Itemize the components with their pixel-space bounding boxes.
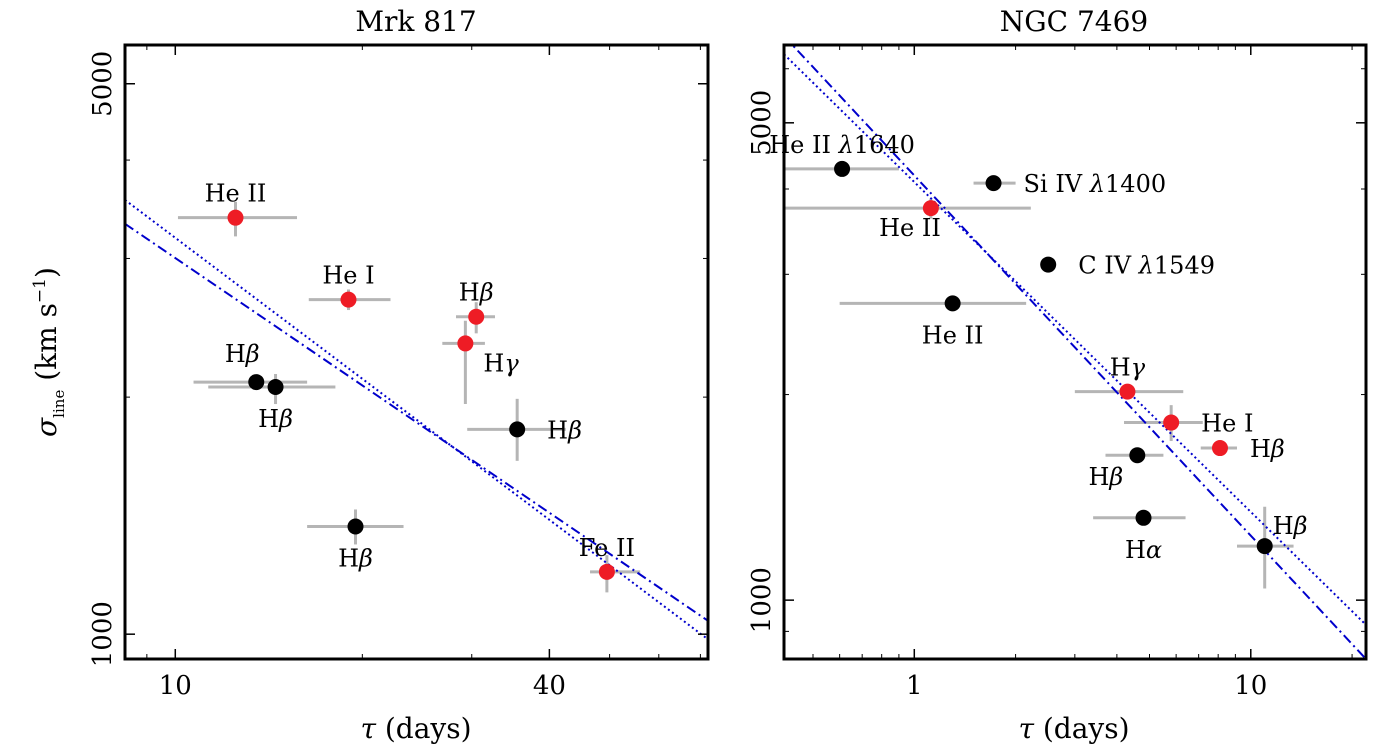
plot-frame: [123, 43, 710, 661]
data-point: [922, 200, 939, 217]
point-label: Hβ: [547, 416, 582, 444]
data-points: [834, 160, 1273, 555]
data-point: [598, 563, 615, 580]
point-label: Hβ: [1273, 512, 1308, 540]
y-tick-label: 5000: [747, 90, 777, 156]
point-label: Hγ: [1110, 354, 1146, 382]
fit-lines: [125, 199, 708, 641]
x-tick-label: 10: [159, 671, 192, 701]
data-point: [457, 335, 474, 352]
y-tick-label: 1000: [747, 567, 777, 633]
error-bars: [784, 167, 1294, 589]
point-label: He I: [322, 262, 374, 290]
point-label: Hβ: [1088, 463, 1123, 491]
data-point: [340, 291, 357, 308]
point-label: Si IV λ1400: [1024, 170, 1167, 198]
fit-lines: [784, 45, 1366, 659]
x-tick-label: 1: [906, 671, 923, 701]
point-label: Hβ: [258, 405, 293, 433]
data-point: [834, 160, 851, 177]
point-label: C IV λ1549: [1078, 252, 1215, 280]
data-point: [227, 209, 244, 226]
point-label: He I: [1201, 410, 1253, 438]
data-point: [985, 175, 1002, 192]
ticks: 10 40 1000 5000: [88, 45, 708, 701]
fit-line-dashdot: [125, 222, 708, 622]
error-bars: [177, 201, 641, 593]
data-point: [1135, 509, 1152, 526]
point-label: Hα: [1125, 536, 1162, 564]
point-label: Hβ: [338, 545, 373, 573]
point-label: He II λ1640: [769, 131, 915, 159]
data-point: [248, 374, 265, 391]
fit-line-dashdot: [791, 45, 1366, 659]
x-axis-label: τ (days): [1018, 712, 1129, 745]
x-tick-label: 40: [533, 671, 566, 701]
point-label: He II: [879, 214, 941, 242]
fit-line-dotted: [125, 199, 708, 641]
x-tick-label: 10: [1234, 671, 1267, 701]
point-label: Hβ: [225, 340, 260, 368]
data-point: [944, 295, 961, 312]
data-points: [227, 209, 615, 580]
point-labels: He II λ1640 Si IV λ1400 He II C IV λ1549 He …: [769, 131, 1307, 564]
point-labels: He II He I Hβ Hγ Hβ Hβ Hβ Hβ Fe II: [205, 180, 635, 573]
point-label: He II: [922, 321, 984, 349]
point-label: Hβ: [459, 279, 494, 307]
data-point: [468, 308, 485, 325]
point-label: Hβ: [1250, 435, 1285, 463]
data-point: [509, 421, 526, 438]
data-point: [1040, 256, 1057, 273]
x-axis-label: τ (days): [360, 712, 471, 745]
chart-title: Mrk 817: [355, 5, 476, 38]
panel-ngc7469: NGC 7469 He II λ1640 Si IV λ1400 He II C IV…: [747, 5, 1368, 745]
data-point: [1129, 447, 1146, 464]
fit-line-dotted: [784, 53, 1366, 626]
data-point: [1256, 538, 1273, 555]
data-point: [1119, 383, 1136, 400]
data-point: [1163, 414, 1180, 431]
plot-frame: [782, 43, 1368, 661]
y-tick-label: 1000: [88, 601, 118, 667]
point-label: Fe II: [579, 534, 635, 562]
point-label: Hγ: [483, 349, 519, 377]
data-point: [267, 379, 284, 396]
point-label: He II: [205, 180, 267, 208]
y-tick-label: 5000: [88, 51, 118, 117]
data-point: [347, 518, 364, 535]
chart-title: NGC 7469: [1000, 5, 1148, 38]
y-axis-label: σline (km s−1): [30, 267, 68, 437]
data-point: [1211, 440, 1228, 457]
